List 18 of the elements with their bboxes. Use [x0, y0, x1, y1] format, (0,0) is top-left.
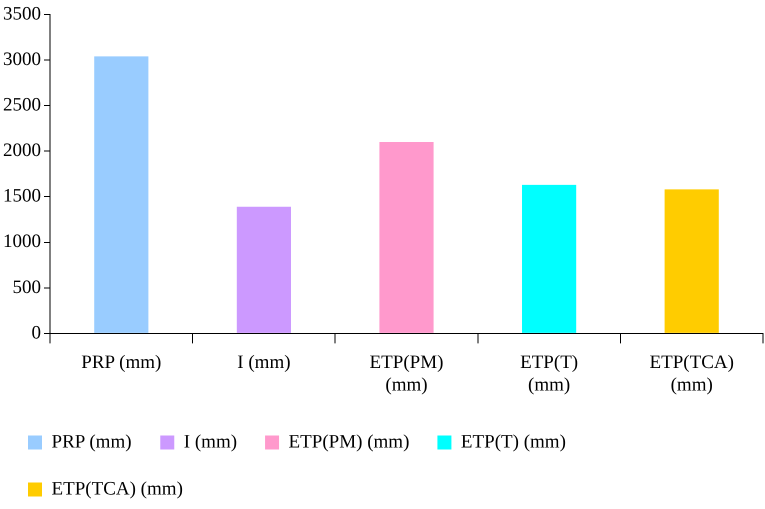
- x-tick-label: ETP(PM) (mm): [370, 352, 444, 396]
- y-tick-label: 3500: [3, 3, 41, 24]
- legend-label: ETP(PM) (mm): [288, 431, 410, 452]
- y-tick-label: 0: [32, 322, 41, 344]
- legend-label: PRP (mm): [52, 431, 132, 452]
- y-tick-label: 2000: [3, 140, 41, 162]
- legend-label: ETP(T) (mm): [460, 431, 566, 452]
- legend-label: I (mm): [184, 431, 238, 452]
- x-tick-label: I (mm): [237, 352, 291, 373]
- y-tick-label: 1500: [3, 186, 41, 207]
- x-tick-label: ETP(TCA) (mm): [649, 352, 734, 396]
- y-tick-label: 500: [12, 276, 41, 298]
- legend-label: ETP(TCA) (mm): [52, 478, 183, 500]
- x-tick-label: PRP (mm): [81, 352, 162, 373]
- x-tick-label: ETP(T) (mm): [520, 352, 578, 396]
- y-tick-label: 1000: [3, 231, 41, 252]
- y-tick-label: 3000: [3, 48, 41, 70]
- y-tick-label: 2500: [3, 94, 41, 116]
